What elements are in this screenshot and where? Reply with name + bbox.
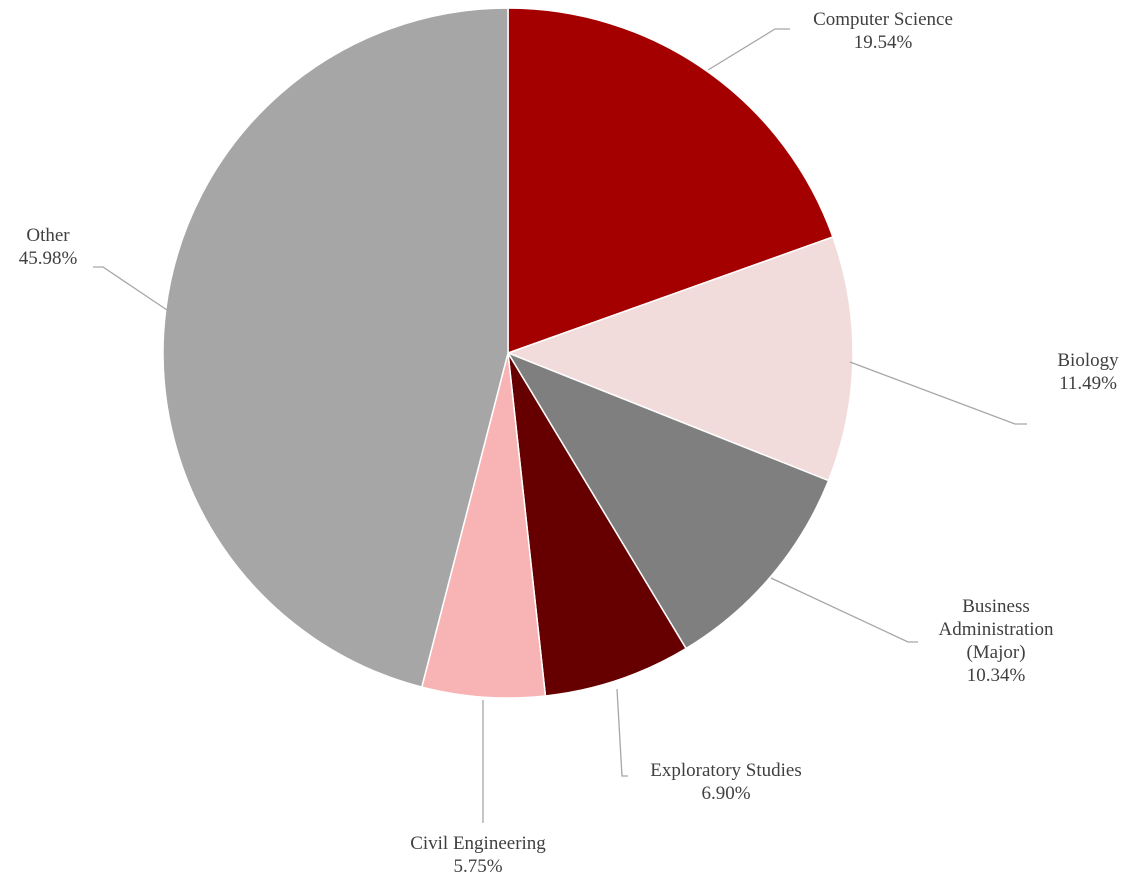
- data-label-computer-science: Computer Science 19.54%: [813, 9, 953, 53]
- slice-business-administration-major: [506, 351, 830, 650]
- data-label-value: 6.90%: [701, 783, 750, 804]
- slice-civil-engineering: [420, 352, 547, 699]
- slice-computer-science: [507, 7, 834, 355]
- leader-line-other: [93, 266, 168, 311]
- leader-lines-layer: [93, 28, 1027, 823]
- data-label-category: Civil Engineering: [410, 833, 546, 854]
- data-label-biology: Biology 11.49%: [1057, 350, 1119, 394]
- slice-exploratory-studies: [507, 352, 688, 697]
- slices-layer: [162, 7, 854, 699]
- data-label-business-administration-major: Business Administration (Major) 10.34%: [938, 596, 1054, 686]
- data-label-category: Administration: [938, 619, 1054, 640]
- data-label-category: Other: [26, 225, 70, 246]
- data-label-category: Computer Science: [813, 9, 953, 30]
- slice-biology: [505, 235, 854, 482]
- data-label-value: 5.75%: [453, 856, 502, 877]
- data-label-category: Business: [962, 596, 1030, 617]
- data-label-category: (Major): [966, 642, 1025, 663]
- data-label-other: Other 45.98%: [19, 225, 78, 269]
- data-label-value: 10.34%: [967, 665, 1026, 686]
- leader-line-biology: [849, 361, 1027, 425]
- labels-layer: Computer Science 19.54% Biology 11.49% Busin…: [19, 9, 1119, 877]
- leader-line-computer-science: [707, 28, 790, 71]
- leader-line-business-administration-major: [770, 577, 918, 643]
- data-label-category: Exploratory Studies: [650, 760, 801, 781]
- data-label-category: Biology: [1057, 350, 1119, 371]
- data-label-civil-engineering: Civil Engineering 5.75%: [410, 833, 546, 877]
- data-label-value: 45.98%: [19, 248, 78, 269]
- data-label-exploratory-studies: Exploratory Studies 6.90%: [650, 760, 801, 804]
- data-label-value: 19.54%: [854, 32, 913, 53]
- data-label-value: 11.49%: [1059, 373, 1117, 394]
- leader-line-exploratory-studies: [616, 688, 628, 777]
